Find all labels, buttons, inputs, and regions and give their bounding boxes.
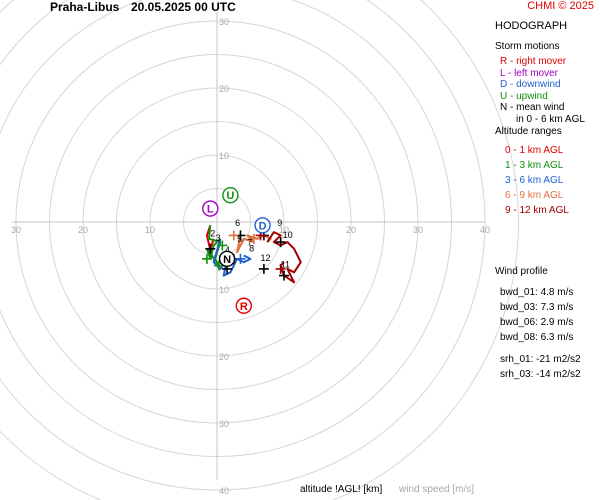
- ring-label: 10: [279, 225, 289, 235]
- storm-marker-ring: [222, 186, 239, 204]
- station-name: Praha-Libus: [50, 0, 120, 14]
- srh-01: srh_01: -21 m2/s2: [500, 354, 581, 365]
- height-label: 12: [261, 253, 271, 263]
- hodograph-segment: [266, 231, 302, 284]
- ring-label: 30: [413, 225, 423, 235]
- range-ring: [0, 0, 452, 457]
- height-label: 11: [281, 260, 290, 270]
- height-cross: [201, 253, 212, 264]
- ring-label: 20: [219, 84, 229, 94]
- bwd-01: bwd_01: 4.8 m/s: [500, 287, 574, 298]
- hodograph-traces: [205, 224, 302, 284]
- altitude-range-1-3: 1 - 3 km AGL: [505, 160, 564, 171]
- legend-upwind: U - upwind: [500, 90, 548, 102]
- wind-speed-unit-label: wind speed [m/s]: [399, 484, 475, 495]
- height-cross: [205, 243, 216, 254]
- altitude-range-3-6: 3 - 6 km AGL: [505, 175, 564, 186]
- range-ring: [0, 0, 486, 491]
- hodograph-segment: [236, 234, 272, 254]
- legend-mean-wind-layer: in 0 - 6 km AGL: [516, 113, 585, 125]
- height-cross: [275, 263, 286, 274]
- ring-label: 20: [219, 352, 229, 362]
- legend-panel: HODOGRAPH: [495, 19, 567, 33]
- ring-label: 30: [11, 225, 21, 235]
- height-cross: [279, 270, 289, 281]
- storm-motions-title: Storm motions: [495, 41, 560, 52]
- height-cross: [228, 230, 239, 241]
- ring-label: 10: [145, 225, 155, 235]
- storm-marker-ring: [202, 200, 219, 217]
- height-label: 9: [277, 218, 282, 228]
- storm-marker-letter: U: [226, 190, 234, 202]
- bwd-03: bwd_03: 7.3 m/s: [500, 302, 574, 313]
- height-cross: [217, 240, 228, 251]
- height-cross: [275, 237, 286, 248]
- axes: [12, 12, 485, 480]
- sounding-datetime: 20.05.2025 00 UTC: [131, 0, 236, 14]
- height-labels: 2 345 678 910 11 12: [210, 218, 292, 270]
- storm-marker-letter: D: [259, 220, 267, 232]
- panel-title: HODOGRAPH: [495, 20, 568, 32]
- storm-marker-letter: L: [207, 204, 214, 216]
- storm-marker-letter: R: [240, 301, 248, 313]
- storm-marker-letter: N: [223, 254, 231, 266]
- height-cross: [258, 263, 269, 274]
- height-label: 10: [283, 230, 293, 240]
- altitude-range-0-1: 0 - 1 km AGL: [505, 145, 564, 156]
- range-rings: [0, 0, 519, 500]
- altitude-range-6-9: 6 - 9 km AGL: [505, 190, 564, 201]
- legend-left-mover: L - left mover: [500, 67, 558, 79]
- ring-labels: 10101010202020203030303040404040: [11, 17, 490, 496]
- altitude-ranges-title: Altitude ranges: [495, 126, 562, 137]
- height-label: 8: [249, 243, 254, 253]
- srh-03: srh_03: -14 m2/s2: [500, 369, 581, 380]
- legend-right-mover: R - right mover: [500, 56, 567, 67]
- height-cross: [248, 233, 259, 244]
- legend-mean-wind: N - mean wind: [500, 102, 565, 113]
- wind-profile-title: Wind profile: [495, 266, 548, 277]
- ring-label: 20: [78, 225, 88, 235]
- height-label: 5: [237, 234, 242, 244]
- bwd-06: bwd_06: 2.9 m/s: [500, 317, 574, 328]
- ring-label: 40: [480, 225, 490, 235]
- ring-label: 30: [219, 419, 229, 429]
- chmi-credit: CHMI © 2025: [527, 0, 594, 12]
- ring-label: 20: [346, 225, 356, 235]
- storm-marker-ring: [235, 297, 253, 314]
- height-label: 7: [247, 237, 252, 247]
- height-cross: [235, 253, 246, 264]
- storm-motions-legend: Storm motions R - right mover L - left m…: [495, 40, 585, 125]
- height-label: 2: [210, 229, 215, 239]
- ring-label: 40: [219, 486, 229, 496]
- storm-marker-ring: [254, 217, 271, 234]
- wind-profile-panel: Wind profile bwd_01: 4.8 m/s bwd_03: 7.3…: [495, 265, 581, 382]
- height-label: 6: [235, 218, 240, 228]
- altitude-range-9-12: 9 - 12 km AGL: [505, 205, 569, 216]
- ring-label: 10: [219, 151, 229, 161]
- height-label: 3: [216, 233, 221, 243]
- ring-label: 30: [219, 17, 229, 27]
- height-label: 4: [225, 245, 230, 255]
- storm-markers: R L D U N: [202, 186, 271, 314]
- altitude-ranges-legend: Altitude ranges 0 - 1 km AGL 1 - 3 km AG…: [495, 125, 569, 218]
- altitude-unit-label: altitude !AGL! [km]: [300, 484, 383, 495]
- range-ring: [0, 0, 519, 500]
- legend-downwind: D - downwind: [500, 79, 561, 90]
- bwd-08: bwd_08: 6.3 m/s: [500, 332, 574, 343]
- storm-marker-ring: [218, 250, 236, 268]
- ring-label: 10: [219, 285, 229, 295]
